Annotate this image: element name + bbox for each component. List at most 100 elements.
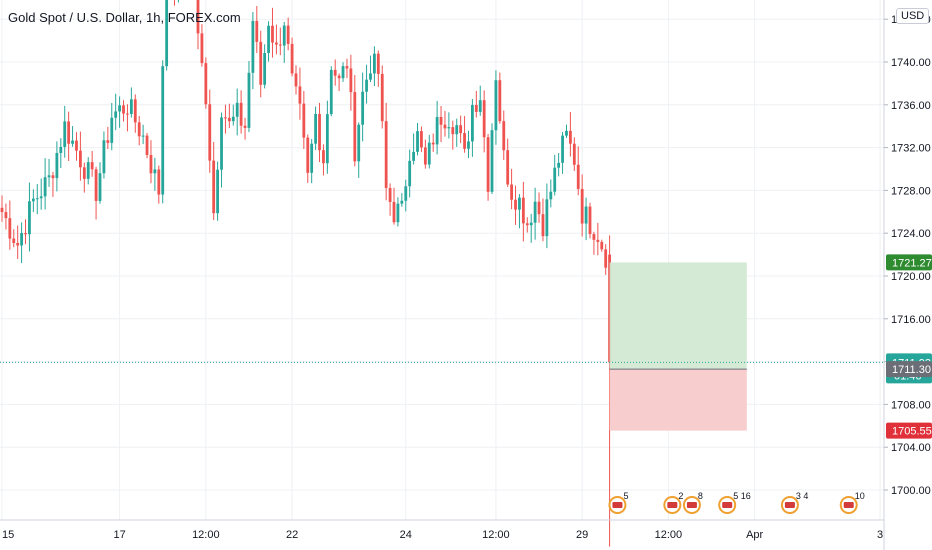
candle-body — [584, 206, 588, 224]
x-tick-label: 12:00 — [655, 529, 683, 541]
candle-body — [243, 125, 247, 128]
candle-body — [208, 104, 212, 161]
x-tick-label: 12:00 — [192, 529, 220, 541]
candle-body — [106, 140, 110, 143]
y-tick-label: 1724.00 — [891, 228, 931, 240]
candle-body — [529, 222, 533, 226]
candle-body — [592, 234, 596, 240]
candle-body — [263, 52, 267, 85]
y-tick-label: 1732.00 — [891, 143, 931, 155]
candle-body — [580, 188, 584, 224]
candle-body — [459, 125, 463, 134]
candle-body — [447, 127, 451, 129]
take-profit-zone[interactable] — [609, 262, 747, 370]
y-tick-label: 1720.00 — [891, 271, 931, 283]
target-price-label: 1721.27 — [892, 257, 932, 269]
candle-body — [55, 152, 59, 179]
candle-body — [247, 72, 251, 128]
candle-body — [369, 73, 372, 80]
candle-body — [510, 184, 513, 200]
candle-body — [129, 99, 133, 114]
x-tick-label: 17 — [113, 529, 125, 541]
candle-body — [290, 43, 294, 74]
candle-body — [12, 238, 16, 243]
candle-body — [231, 116, 235, 122]
currency-button[interactable]: USD — [896, 8, 930, 24]
candle-body — [478, 100, 482, 112]
candle-body — [43, 177, 47, 197]
candle-body — [224, 117, 227, 119]
y-tick-label: 1716.00 — [891, 314, 931, 326]
event-count: 5 16 — [733, 491, 751, 501]
candle-body — [133, 99, 137, 123]
candle-body — [345, 66, 349, 69]
candle-body — [467, 141, 470, 149]
candle-body — [227, 117, 231, 122]
candle-body — [153, 169, 157, 174]
us-flag-icon — [843, 502, 854, 508]
candle-body — [71, 140, 74, 144]
candle-body — [102, 140, 106, 174]
candle-body — [251, 20, 255, 73]
stop-loss-zone[interactable] — [609, 369, 747, 431]
candle-body — [423, 147, 427, 165]
candle-body — [384, 121, 388, 188]
x-tick-label: 15 — [2, 529, 14, 541]
candle-body — [541, 214, 545, 237]
candle-body — [90, 162, 94, 170]
candle-body — [588, 206, 592, 235]
candle-body — [392, 201, 396, 223]
candle-body — [137, 122, 141, 137]
candle-body — [435, 117, 439, 145]
candle-body — [325, 114, 329, 164]
candle-body — [518, 197, 521, 210]
candle-body — [463, 133, 466, 149]
candle-body — [553, 167, 557, 192]
candle-body — [239, 102, 243, 126]
entry-price-label: 1711.30 — [892, 364, 931, 376]
candle-body — [216, 169, 219, 214]
candle-body — [341, 66, 345, 79]
candle-body — [275, 42, 278, 45]
x-tick-label: Apr — [746, 529, 763, 541]
x-tick-label: 3 — [877, 529, 883, 541]
candle-body — [361, 91, 365, 125]
us-flag-icon — [686, 502, 697, 508]
event-count: 3 4 — [796, 491, 809, 501]
candle-body — [502, 121, 506, 151]
stop-price-label-box — [886, 422, 932, 439]
candle-body — [353, 92, 357, 162]
candle-body — [24, 233, 27, 235]
candle-body — [39, 196, 43, 199]
candle-body — [400, 200, 404, 204]
candle-body — [31, 198, 35, 202]
candle-body — [310, 143, 314, 173]
candle-body — [490, 130, 494, 192]
candle-body — [286, 25, 290, 44]
candle-body — [4, 212, 8, 219]
candle-body — [16, 242, 20, 246]
candle-body — [482, 100, 486, 138]
candle-body — [145, 135, 149, 155]
candle-body — [118, 105, 121, 112]
stop-price-label: 1705.55 — [892, 426, 932, 438]
candle-body — [267, 25, 270, 53]
candle-body — [59, 146, 63, 153]
us-flag-icon — [784, 502, 795, 508]
candle-body — [20, 233, 23, 246]
candle-body — [63, 121, 67, 147]
candle-body — [427, 142, 431, 165]
candle-body — [514, 199, 517, 210]
candle-body — [255, 20, 259, 42]
candle-body — [380, 73, 384, 122]
candle-body — [439, 117, 443, 125]
candle-body — [47, 175, 51, 178]
candle-body — [412, 151, 415, 161]
candle-body — [259, 41, 263, 85]
candle-body — [545, 199, 549, 237]
candle-body — [302, 103, 306, 138]
candle-body — [365, 79, 368, 92]
target-price-label-box — [886, 254, 932, 271]
candle-body — [318, 113, 321, 151]
